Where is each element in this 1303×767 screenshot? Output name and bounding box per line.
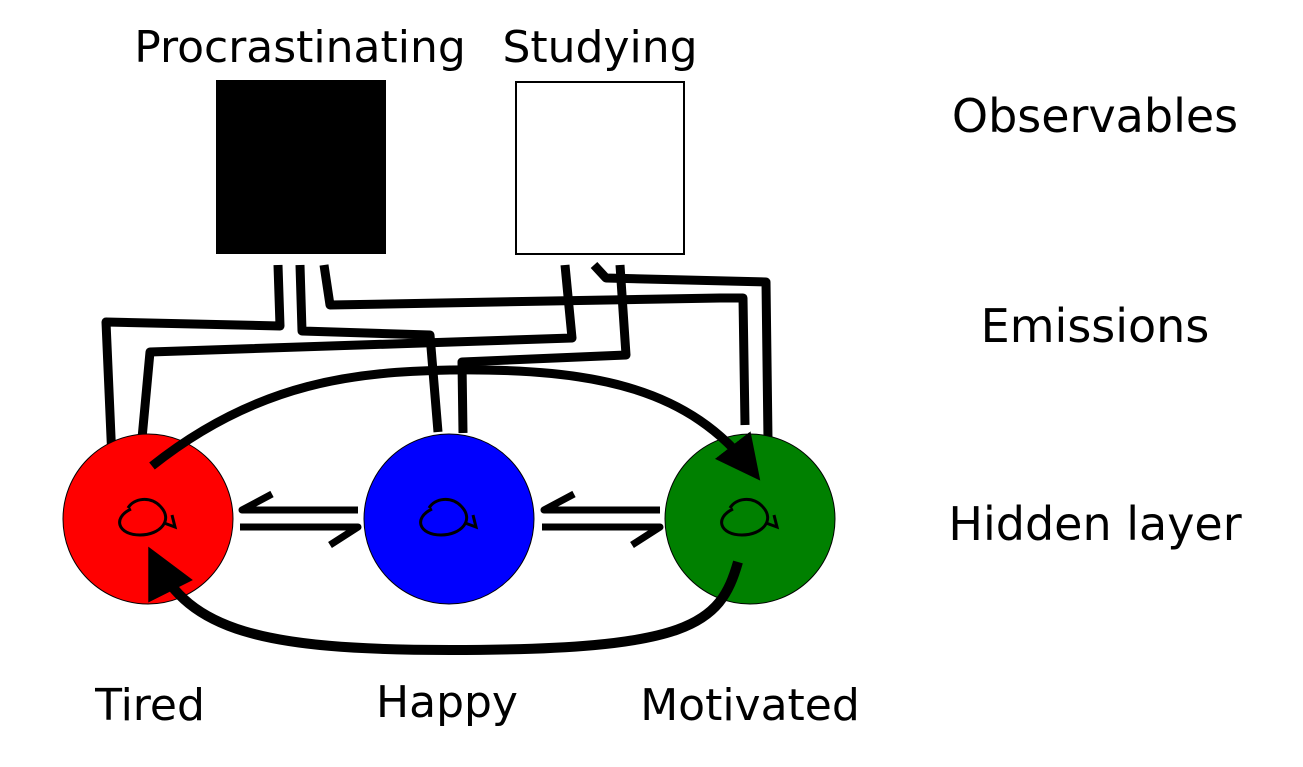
emission-arrow-studying-tired [135, 264, 577, 461]
emission-arrows [101, 261, 773, 461]
hidden-state-tired [62, 433, 234, 605]
hidden-label-motivated: Motivated [640, 680, 860, 731]
layer-label-hidden: Hidden layer [948, 497, 1241, 551]
observable-label-procrastinating: Procrastinating [134, 22, 466, 73]
transition-tired-to-happy [240, 523, 362, 548]
hidden-state-motivated [664, 433, 836, 605]
emission-arrow-procrastinating-tired [101, 264, 285, 461]
observable-label-studying: Studying [502, 22, 697, 73]
emission-arrow-studying-happy [457, 264, 631, 434]
hidden-label-happy: Happy [376, 677, 518, 728]
transition-happy-to-motivated [542, 523, 664, 548]
self-loop-happy [419, 498, 479, 537]
self-loops [118, 498, 780, 537]
hidden-label-tired: Tired [94, 680, 205, 731]
transition-motivated-to-happy [540, 490, 660, 514]
emission-arrow-studying-motivated [590, 261, 773, 441]
layer-label-observables: Observables [952, 89, 1238, 143]
observable-box-studying [515, 81, 685, 255]
transition-tired-to-motivated [149, 365, 761, 481]
transition-happy-to-tired [238, 490, 358, 514]
layer-label-emissions: Emissions [981, 299, 1210, 353]
emission-arrow-procrastinating-happy [295, 264, 443, 433]
emission-arrow-procrastinating-motivated [319, 264, 750, 426]
transitions [148, 365, 761, 655]
hidden-state-happy [363, 433, 535, 605]
observable-box-procrastinating [216, 80, 386, 254]
transition-motivated-to-tired [148, 546, 743, 655]
self-loop-motivated [720, 498, 780, 537]
self-loop-tired [118, 498, 178, 537]
